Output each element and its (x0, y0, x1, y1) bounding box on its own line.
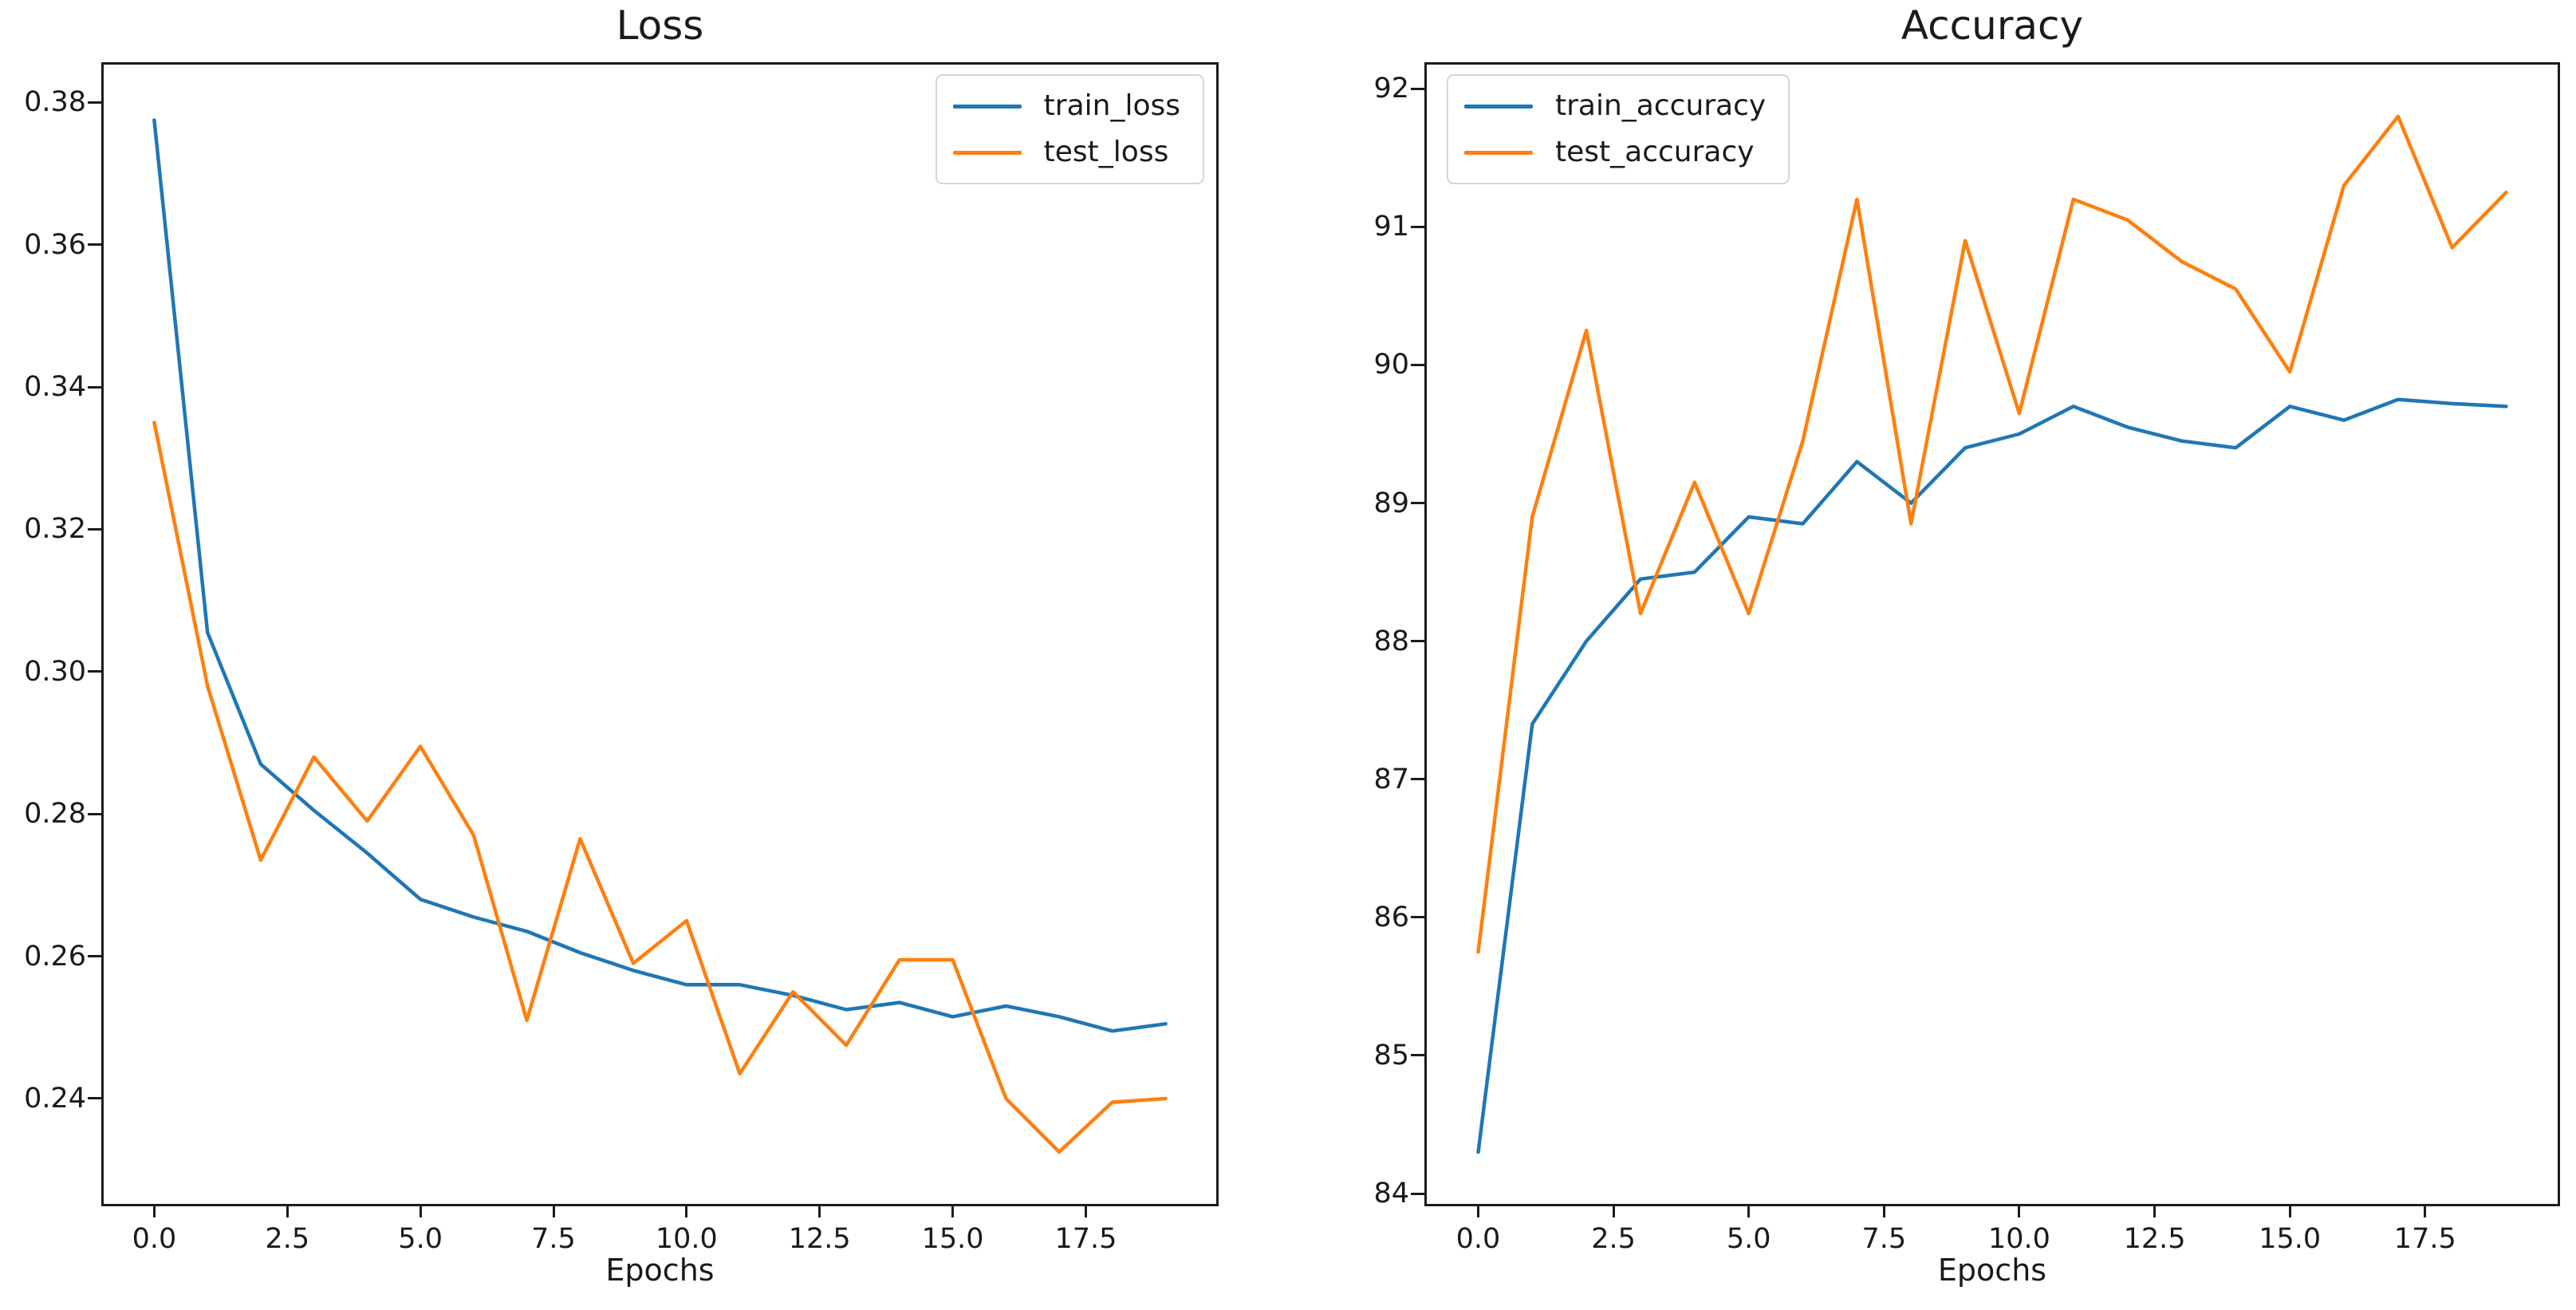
y-tick-mark (1411, 225, 1424, 228)
x-tick-mark (1612, 1204, 1615, 1217)
x-tick-mark (2424, 1204, 2427, 1217)
train-loss-line-swatch (952, 104, 1022, 109)
y-tick-label: 86 (1373, 901, 1409, 933)
test_accuracy-line (1476, 114, 2508, 954)
y-tick-label: 0.24 (24, 1082, 86, 1115)
y-tick-mark (1411, 87, 1424, 90)
legend-item-test-loss: test_loss (952, 135, 1180, 170)
x-tick-mark (2018, 1204, 2021, 1217)
x-tick-mark (152, 1204, 156, 1217)
x-tick-mark (685, 1204, 688, 1217)
y-tick-label: 85 (1373, 1039, 1409, 1071)
x-tick-mark (1084, 1204, 1087, 1217)
x-tick-mark (2288, 1204, 2291, 1217)
legend-item-train-loss: train_loss (952, 89, 1180, 124)
test-accuracy-line-swatch (1464, 150, 1533, 155)
plot-title-loss: Loss (616, 2, 704, 49)
x-tick-mark (1882, 1204, 1885, 1217)
x-tick-label: 10.0 (1987, 1223, 2050, 1255)
x-tick-label: 5.0 (1726, 1223, 1771, 1255)
legend-label-test-loss: test_loss (1043, 136, 1169, 168)
y-tick-label: 89 (1373, 487, 1409, 519)
y-tick-label: 88 (1373, 625, 1409, 657)
loss-axes: train_loss test_loss 0.24 0.26 0.28 0.30 0.3… (24, 62, 1219, 1255)
y-tick-mark (88, 527, 101, 531)
x-tick-mark (818, 1204, 821, 1217)
legend-item-train-accuracy: train_accuracy (1464, 89, 1766, 124)
y-tick-label: 0.28 (24, 798, 86, 831)
x-tick-mark (1747, 1204, 1751, 1217)
y-tick-mark (88, 385, 101, 389)
y-tick-mark (1411, 502, 1424, 505)
y-tick-mark (1411, 640, 1424, 643)
y-tick-label: 84 (1373, 1178, 1409, 1210)
x-tick-label: 17.5 (1054, 1223, 1117, 1255)
x-tick-label: 2.5 (265, 1223, 310, 1255)
x-tick-label: 12.5 (788, 1223, 851, 1255)
accuracy-xaxis-label: Epochs (1937, 1253, 2047, 1288)
y-tick-mark (1411, 1054, 1424, 1057)
y-tick-mark (1411, 1192, 1424, 1195)
y-tick-label: 0.30 (24, 655, 86, 688)
x-tick-label: 17.5 (2393, 1223, 2456, 1255)
y-tick-label: 0.36 (24, 228, 86, 261)
x-tick-mark (2153, 1204, 2157, 1217)
y-tick-label: 87 (1373, 763, 1409, 795)
x-tick-mark (419, 1204, 422, 1217)
y-tick-label: 92 (1373, 73, 1409, 105)
train-accuracy-line-swatch (1464, 104, 1533, 109)
x-tick-mark (286, 1204, 289, 1217)
x-tick-label: 5.0 (398, 1223, 443, 1255)
x-tick-label: 10.0 (655, 1223, 718, 1255)
x-tick-label: 15.0 (921, 1223, 984, 1255)
legend-accuracy: train_accuracy test_accuracy (1447, 74, 1790, 184)
x-tick-mark (951, 1204, 955, 1217)
x-tick-label: 2.5 (1591, 1223, 1636, 1255)
legend-label-train-loss: train_loss (1043, 89, 1180, 122)
test-loss-line-swatch (952, 150, 1022, 155)
x-tick-label: 7.5 (531, 1223, 576, 1255)
x-tick-label: 7.5 (1861, 1223, 1907, 1255)
train_accuracy-line (1476, 397, 2508, 1154)
y-tick-mark (88, 955, 101, 958)
y-tick-mark (88, 101, 101, 104)
legend-item-test-accuracy: test_accuracy (1464, 135, 1766, 170)
test_loss-line (152, 420, 1168, 1154)
y-tick-mark (88, 670, 101, 673)
y-tick-mark (1411, 363, 1424, 366)
y-tick-label: 0.38 (24, 86, 86, 119)
y-tick-mark (88, 812, 101, 815)
x-tick-label: 15.0 (2259, 1223, 2322, 1255)
plot-title-accuracy: Accuracy (1900, 2, 2084, 49)
x-tick-label: 0.0 (1455, 1223, 1501, 1255)
y-tick-label: 0.32 (24, 513, 86, 546)
accuracy-axes: train_accuracy test_accuracy 84 85 86 87 88 8… (1373, 62, 2560, 1255)
y-tick-label: 90 (1373, 349, 1409, 381)
legend-label-train-accuracy: train_accuracy (1555, 89, 1767, 122)
loss-line-chart-svg (152, 118, 1168, 1154)
y-tick-mark (1411, 778, 1424, 781)
y-tick-mark (88, 1097, 101, 1100)
x-tick-mark (1476, 1204, 1479, 1217)
train_loss-line (152, 118, 1168, 1033)
y-tick-label: 91 (1373, 211, 1409, 243)
y-tick-mark (88, 243, 101, 247)
x-tick-label: 12.5 (2123, 1223, 2186, 1255)
x-tick-label: 0.0 (132, 1223, 177, 1255)
loss-xaxis-label: Epochs (605, 1253, 715, 1288)
y-tick-mark (1411, 916, 1424, 919)
legend-loss: train_loss test_loss (935, 74, 1204, 184)
y-tick-label: 0.26 (24, 940, 86, 973)
y-tick-label: 0.34 (24, 371, 86, 404)
accuracy-line-chart-svg (1476, 114, 2508, 1154)
x-tick-mark (552, 1204, 555, 1217)
legend-label-test-accuracy: test_accuracy (1555, 136, 1755, 168)
